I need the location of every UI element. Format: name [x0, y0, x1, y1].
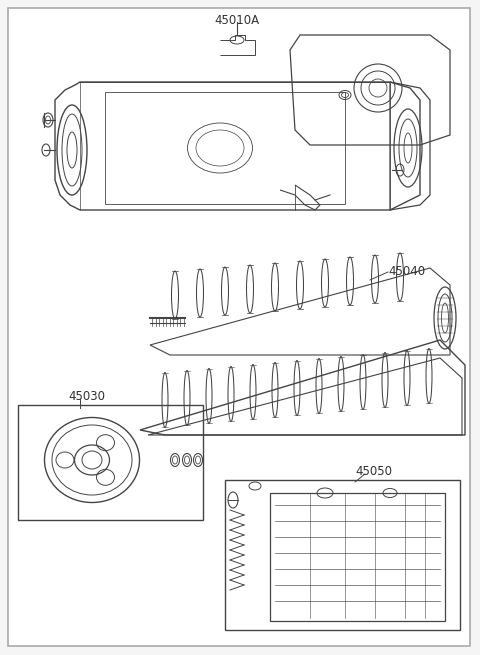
Text: 45030: 45030 — [68, 390, 105, 403]
Text: 45050: 45050 — [355, 465, 392, 478]
Bar — [270, 493, 445, 621]
Text: 45040: 45040 — [388, 265, 425, 278]
Bar — [105, 92, 345, 204]
Bar — [225, 480, 460, 630]
Text: 45010A: 45010A — [215, 14, 260, 27]
Bar — [18, 405, 203, 520]
